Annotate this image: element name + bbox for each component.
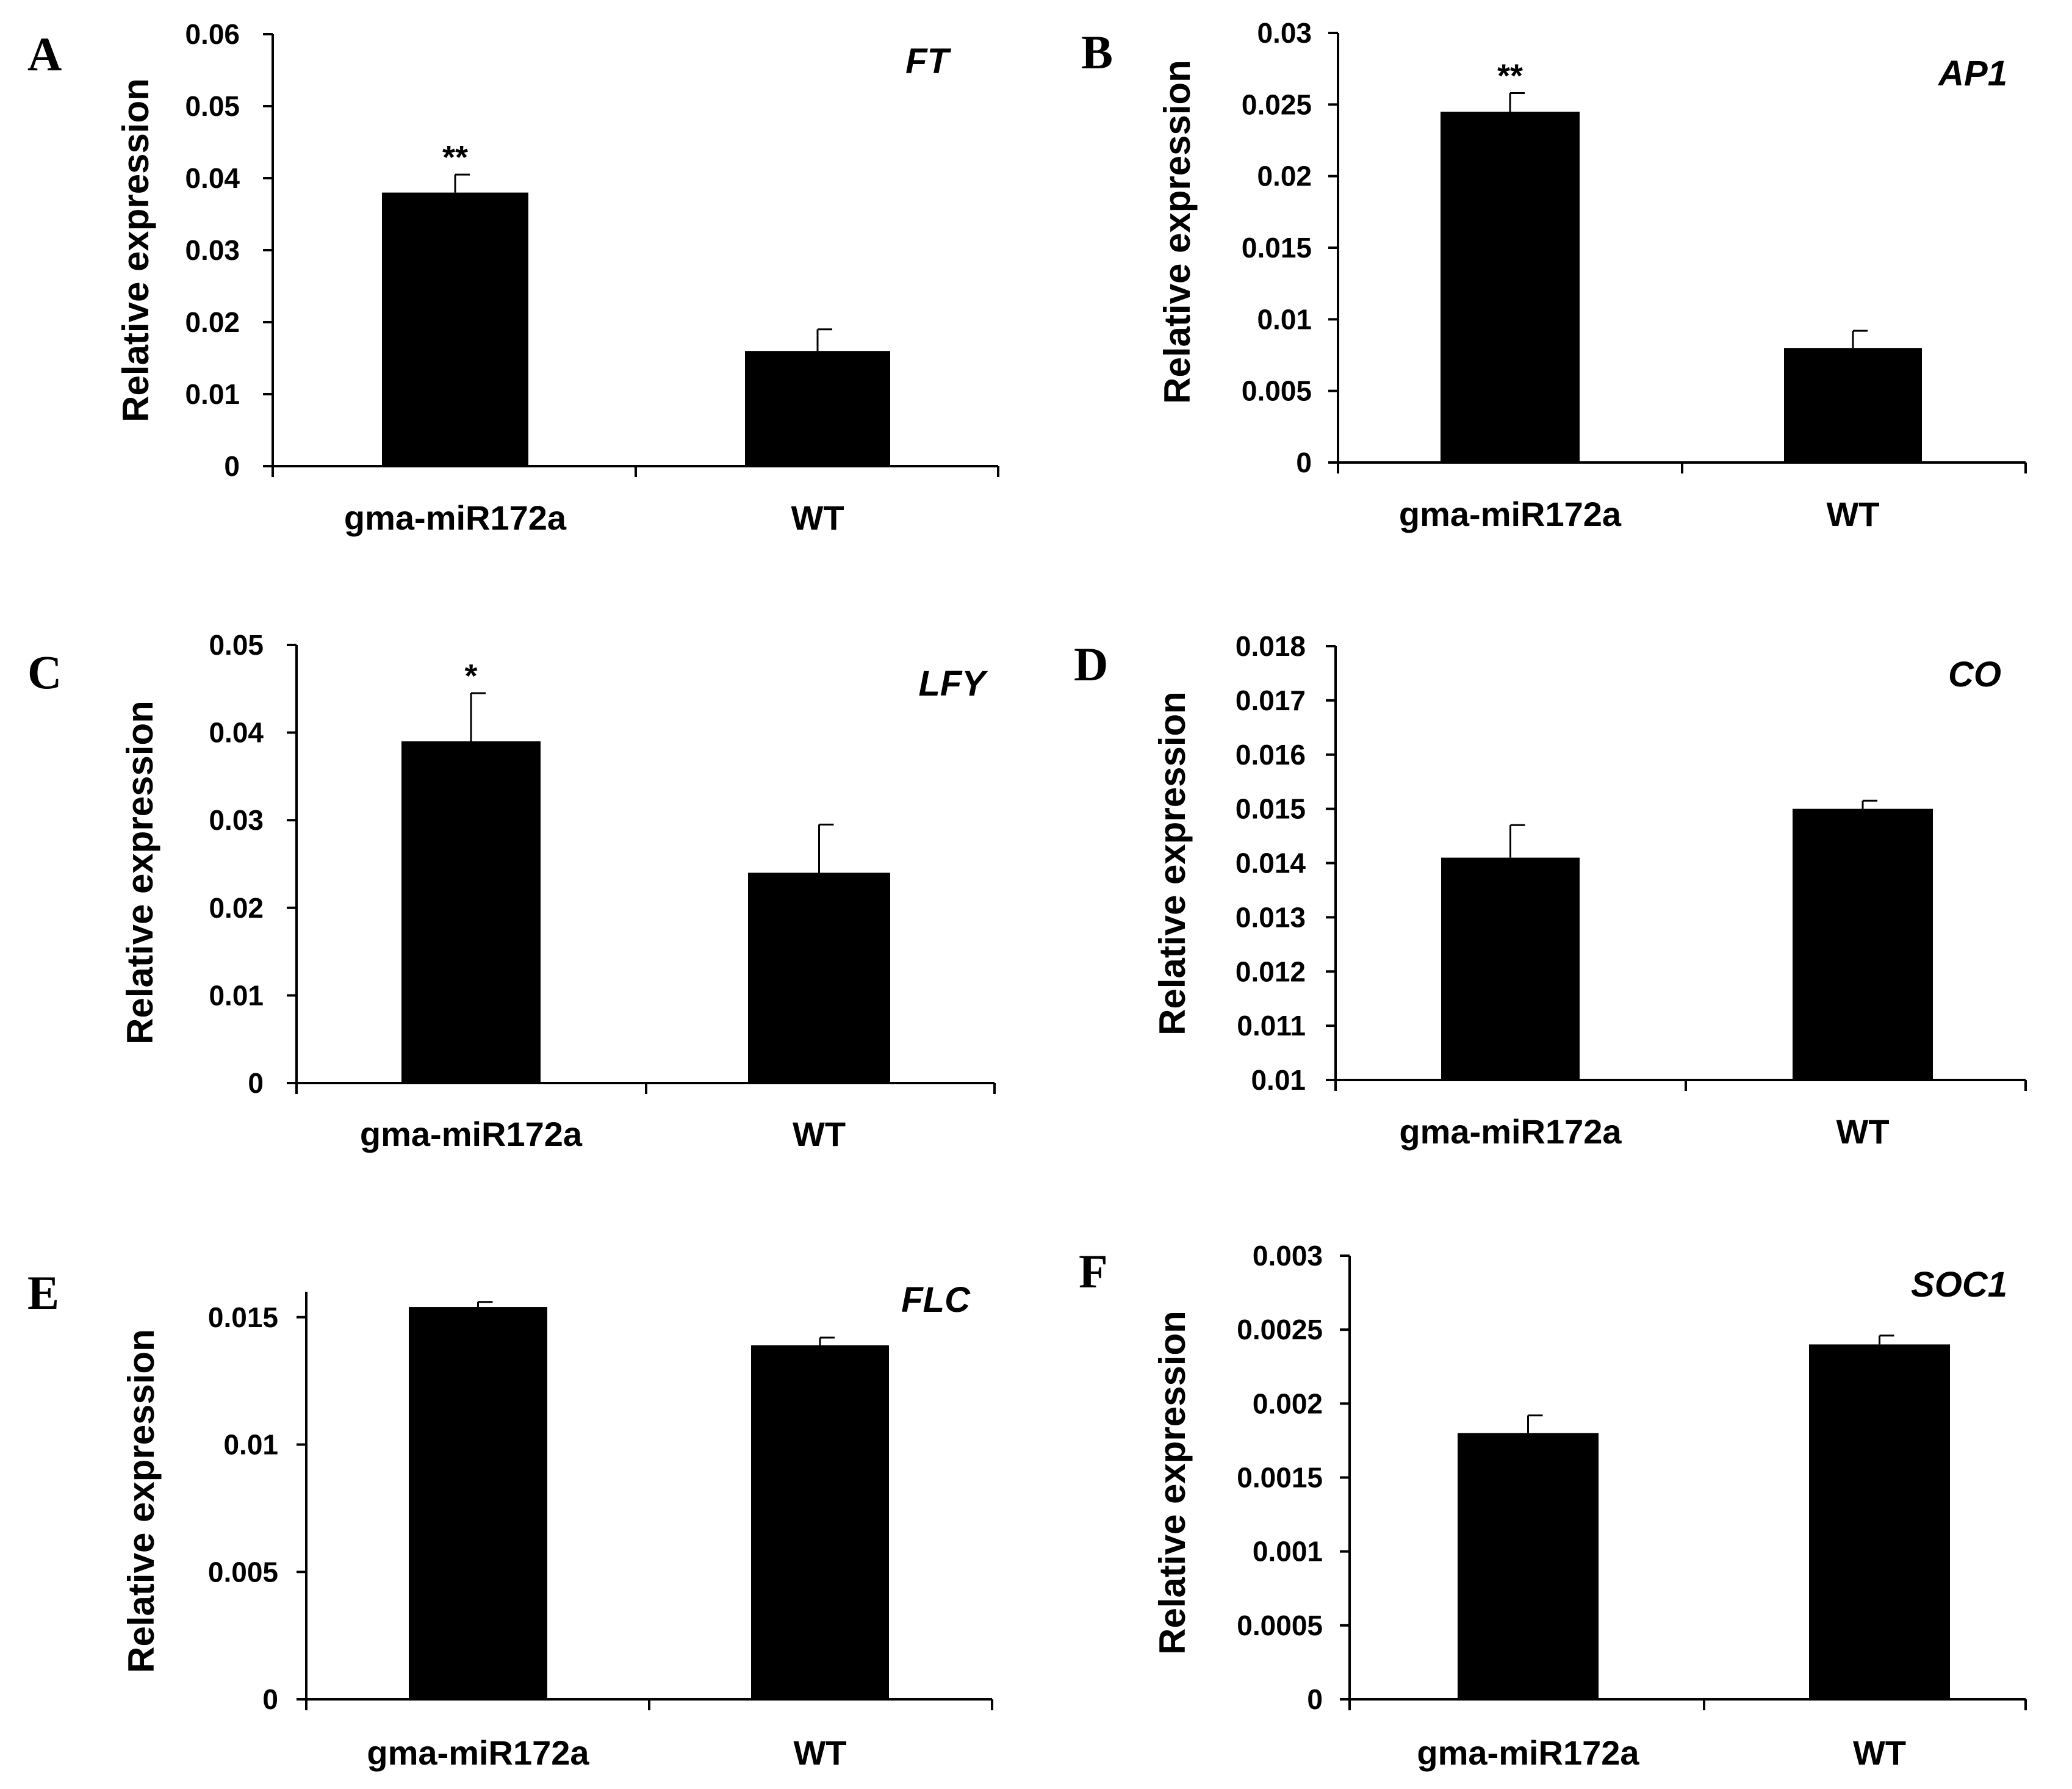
- x-category-label-d-1: WT: [1836, 1112, 1889, 1151]
- panel-letter-a: A: [27, 27, 62, 81]
- x-category-label-b-1: WT: [1826, 495, 1879, 533]
- x-category-label-d-0: gma-miR172a: [1399, 1112, 1622, 1151]
- y-tick-label-c-1: 0.01: [209, 979, 264, 1011]
- bar-d-1: [1793, 808, 1933, 1080]
- gene-title-f: SOC1: [1911, 1265, 2007, 1305]
- chart-panel-e: E FLC Relative expression 0 0.005 0.01 0.015 gm…: [27, 1266, 993, 1772]
- panel-letter-f: F: [1079, 1245, 1108, 1298]
- x-category-label-e-0: gma-miR172a: [367, 1733, 589, 1772]
- y-tick-label-d-2: 0.012: [1236, 956, 1306, 987]
- significance-b-0: **: [1497, 58, 1523, 95]
- chart-panel-a: A FT Relative expression 0 0.01 0.02 0.03 0.04 0…: [27, 18, 999, 537]
- y-tick-label-a-4: 0.04: [185, 162, 240, 194]
- y-tick-label-f-5: 0.0025: [1237, 1314, 1323, 1345]
- bar-e-0: [409, 1307, 547, 1699]
- y-tick-label-e-3: 0.015: [208, 1301, 278, 1333]
- bar-f-1: [1809, 1344, 1950, 1699]
- y-tick-label-e-0: 0: [262, 1683, 278, 1715]
- y-tick-label-c-5: 0.05: [209, 629, 264, 661]
- y-tick-label-b-1: 0.005: [1242, 375, 1312, 407]
- x-category-label-f-0: gma-miR172a: [1417, 1733, 1639, 1772]
- y-tick-label-f-6: 0.003: [1253, 1240, 1323, 1272]
- y-tick-label-d-1: 0.011: [1237, 1010, 1306, 1042]
- bar-c-0: [401, 741, 541, 1083]
- y-tick-label-e-2: 0.01: [223, 1429, 278, 1461]
- y-tick-label-d-0: 0.01: [1251, 1064, 1306, 1096]
- panel-letter-e: E: [27, 1266, 59, 1319]
- y-tick-label-d-6: 0.016: [1236, 739, 1306, 771]
- y-tick-label-a-5: 0.05: [185, 90, 240, 122]
- y-tick-label-b-4: 0.02: [1257, 160, 1312, 192]
- gene-title-e: FLC: [901, 1280, 971, 1320]
- y-tick-label-f-1: 0.0005: [1237, 1610, 1323, 1641]
- significance-c-0: *: [464, 658, 477, 694]
- chart-panel-c: C LFY Relative expression 0 0.01 0.02 0.03 0.04…: [27, 629, 996, 1153]
- y-tick-label-f-0: 0: [1307, 1683, 1323, 1715]
- y-tick-label-b-2: 0.01: [1257, 303, 1312, 335]
- y-tick-label-c-2: 0.02: [209, 892, 264, 924]
- bar-f-0: [1458, 1433, 1599, 1699]
- y-tick-label-f-2: 0.001: [1253, 1536, 1323, 1568]
- panel-letter-c: C: [27, 646, 62, 699]
- x-category-label-e-1: WT: [793, 1733, 846, 1772]
- y-tick-label-a-0: 0: [224, 450, 240, 482]
- y-axis-label-e: Relative expression: [121, 1329, 162, 1673]
- chart-panel-b: B AP1 Relative expression 0 0.005 0.01 0.015 0.…: [1081, 17, 2027, 533]
- bar-b-1: [1784, 348, 1922, 463]
- y-tick-label-d-5: 0.015: [1236, 793, 1306, 825]
- y-tick-label-b-0: 0: [1296, 447, 1312, 478]
- x-category-label-b-0: gma-miR172a: [1399, 495, 1622, 533]
- gene-title-a: FT: [905, 41, 951, 81]
- y-tick-label-a-2: 0.02: [185, 306, 240, 338]
- significance-a-0: **: [442, 139, 468, 176]
- y-tick-label-b-6: 0.03: [1257, 17, 1312, 49]
- bar-a-1: [745, 351, 890, 466]
- y-tick-label-f-4: 0.002: [1253, 1388, 1323, 1419]
- bar-c-1: [748, 873, 890, 1083]
- y-tick-label-c-3: 0.03: [209, 804, 264, 836]
- y-tick-label-d-8: 0.018: [1236, 630, 1306, 662]
- x-category-label-c-0: gma-miR172a: [360, 1115, 583, 1153]
- y-tick-label-b-5: 0.025: [1242, 88, 1312, 120]
- gene-title-d: CO: [1948, 655, 2001, 694]
- bar-b-0: [1441, 112, 1580, 463]
- panel-letter-d: D: [1074, 638, 1108, 691]
- bar-e-1: [751, 1345, 889, 1699]
- x-category-label-c-1: WT: [793, 1115, 846, 1153]
- y-tick-label-d-7: 0.017: [1236, 685, 1306, 716]
- y-axis-label-d: Relative expression: [1152, 691, 1193, 1035]
- y-tick-label-e-1: 0.005: [208, 1556, 278, 1588]
- panel-letter-b: B: [1081, 26, 1113, 79]
- y-tick-label-b-3: 0.015: [1242, 232, 1312, 264]
- y-tick-label-a-6: 0.06: [185, 18, 240, 50]
- x-category-label-f-1: WT: [1853, 1733, 1906, 1772]
- y-tick-label-f-3: 0.0015: [1237, 1462, 1323, 1494]
- chart-panel-d: D CO Relative expression 0.01 0.011 0.012 0.01…: [1074, 630, 2027, 1151]
- chart-panel-f: F SOC1 Relative expression 0 0.0005 0.001 0.00…: [1079, 1240, 2027, 1772]
- bar-d-0: [1441, 857, 1580, 1080]
- y-tick-label-a-1: 0.01: [185, 378, 240, 410]
- bar-a-0: [382, 192, 528, 466]
- y-tick-label-c-0: 0: [248, 1067, 264, 1099]
- y-tick-label-c-4: 0.04: [209, 717, 264, 749]
- gene-title-c: LFY: [918, 664, 988, 704]
- x-category-label-a-1: WT: [791, 499, 844, 537]
- y-axis-label-a: Relative expression: [115, 78, 156, 422]
- y-tick-label-a-3: 0.03: [185, 234, 240, 266]
- x-category-label-a-0: gma-miR172a: [344, 499, 567, 537]
- y-tick-label-d-3: 0.013: [1236, 901, 1306, 933]
- y-axis-label-f: Relative expression: [1152, 1311, 1193, 1655]
- y-axis-label-b: Relative expression: [1157, 60, 1198, 404]
- y-tick-label-d-4: 0.014: [1236, 848, 1306, 879]
- gene-title-b: AP1: [1937, 54, 2007, 93]
- y-axis-label-c: Relative expression: [120, 700, 160, 1045]
